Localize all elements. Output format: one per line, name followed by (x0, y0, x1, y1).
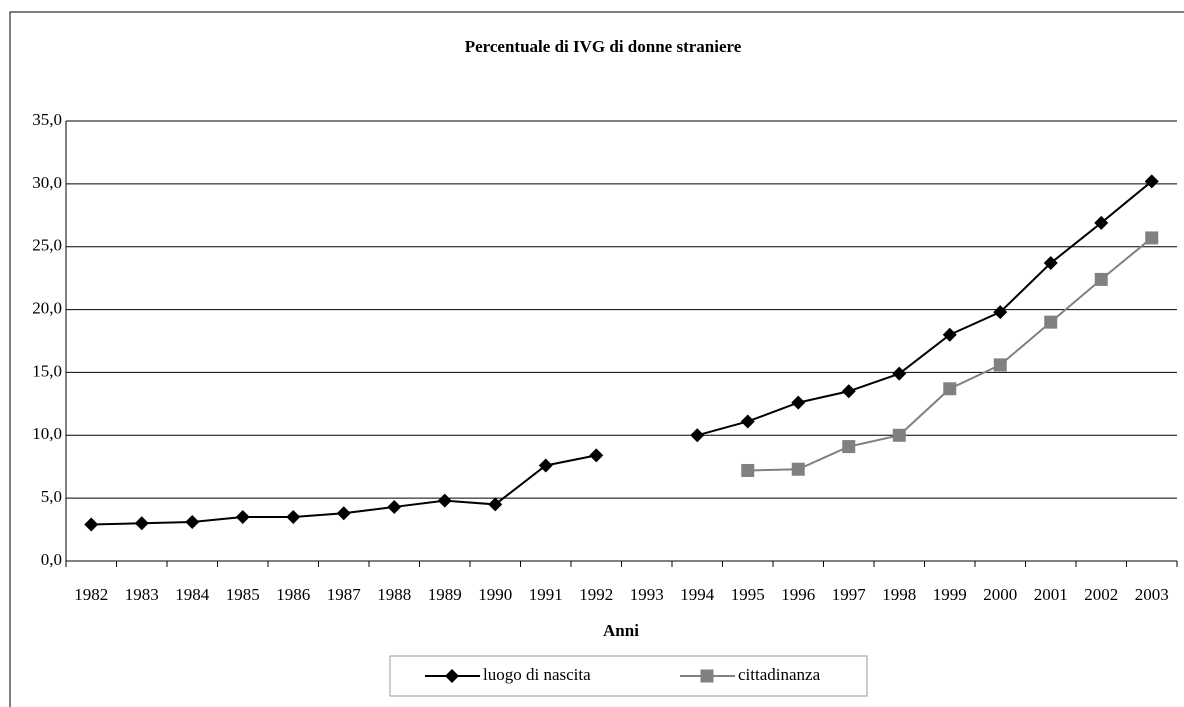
x-tick-label: 1990 (478, 585, 512, 604)
x-axis-title: Anni (603, 621, 639, 640)
x-tick-label: 1992 (579, 585, 613, 604)
point (437, 493, 452, 508)
x-tick-label: 1993 (630, 585, 664, 604)
x-tick-label: 1998 (882, 585, 916, 604)
point (1044, 315, 1058, 329)
x-tick-label: 2002 (1084, 585, 1118, 604)
x-tick-label: 1984 (175, 585, 210, 604)
point (589, 448, 604, 463)
chart-title: Percentuale di IVG di donne straniere (465, 37, 742, 56)
x-tick-label: 2001 (1034, 585, 1068, 604)
point (791, 395, 806, 410)
point (993, 305, 1008, 320)
x-tick-label: 1996 (781, 585, 815, 604)
x-tick-label: 1988 (377, 585, 411, 604)
x-tick-label: 1994 (680, 585, 715, 604)
point (1144, 174, 1159, 189)
point (1094, 272, 1108, 286)
point (690, 428, 705, 443)
point (336, 506, 351, 521)
point (488, 497, 503, 512)
point (993, 358, 1007, 372)
point (1043, 256, 1058, 271)
x-tick-label: 1982 (74, 585, 108, 604)
x-tick-label: 1991 (529, 585, 563, 604)
x-tick-label: 1983 (125, 585, 159, 604)
point (842, 440, 856, 454)
point (185, 515, 200, 530)
point (235, 510, 250, 524)
point (1094, 215, 1109, 230)
point (286, 510, 301, 524)
legend-label: luogo di nascita (483, 665, 591, 684)
y-tick-label: 35,0 (32, 110, 62, 129)
point (84, 517, 99, 532)
y-tick-label: 15,0 (32, 361, 62, 380)
legend-marker (700, 669, 714, 683)
y-tick-label: 30,0 (32, 173, 62, 192)
point (892, 428, 906, 442)
point (943, 382, 957, 396)
point (538, 458, 553, 473)
point (134, 516, 149, 531)
y-tick-label: 5,0 (41, 487, 62, 506)
y-tick-label: 20,0 (32, 298, 62, 317)
legend-label: cittadinanza (738, 665, 821, 684)
point (892, 366, 907, 381)
point (791, 462, 805, 476)
x-tick-label: 1985 (226, 585, 260, 604)
x-tick-label: 1999 (933, 585, 967, 604)
point (387, 499, 402, 514)
x-tick-label: 1995 (731, 585, 765, 604)
x-tick-label: 1986 (276, 585, 310, 604)
y-tick-label: 25,0 (32, 236, 62, 255)
point (841, 384, 856, 399)
point (740, 414, 755, 429)
x-tick-label: 1989 (428, 585, 462, 604)
point (741, 463, 755, 477)
x-tick-label: 2003 (1135, 585, 1169, 604)
chart-frame (9, 11, 1184, 707)
point (942, 327, 957, 342)
x-tick-label: 1987 (327, 585, 362, 604)
y-tick-label: 0,0 (41, 550, 62, 569)
x-tick-label: 1997 (832, 585, 867, 604)
x-tick-label: 2000 (983, 585, 1017, 604)
y-tick-label: 10,0 (32, 424, 62, 443)
legend-marker (445, 669, 459, 683)
point (1145, 231, 1159, 245)
